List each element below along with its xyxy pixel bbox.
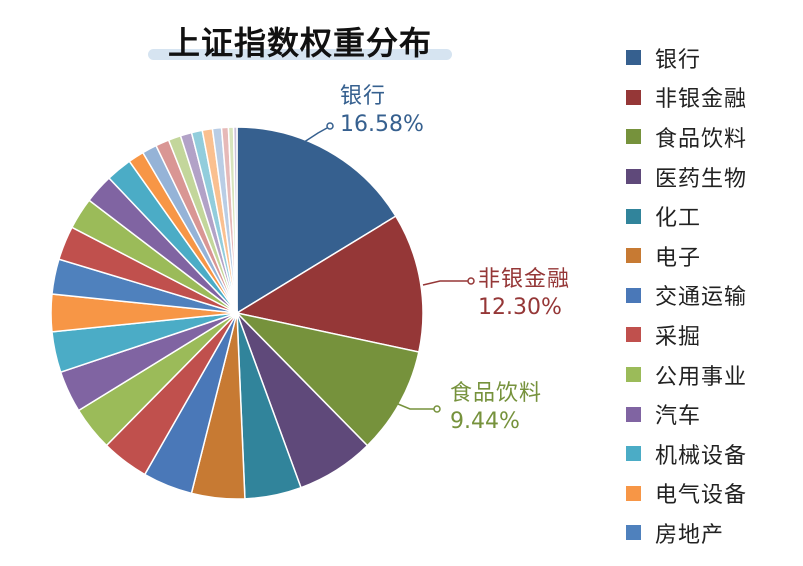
legend-item: 交通运输 [626,276,747,316]
legend-item: 房地产 [626,513,747,553]
legend-swatch [626,367,641,383]
legend-label: 电子 [655,245,702,271]
legend-swatch [626,129,641,145]
legend-label: 非银金融 [655,87,748,113]
legend-item: 电气设备 [626,474,747,514]
pie-slice-1 [235,215,424,353]
pie-slice-27 [232,126,238,314]
legend-label: 医药生物 [655,166,748,192]
pie-slice-2 [234,311,420,447]
legend-swatch [626,89,641,105]
pie-slices [50,126,424,500]
legend-item: 非银金融 [626,78,747,118]
legend-item: 采掘 [626,315,747,355]
title-underline [148,49,452,60]
legend-item: 汽车 [626,394,747,434]
legend-swatch [626,406,641,422]
legend-item: 医药生物 [626,157,747,197]
callout-leaders [294,122,475,413]
callout-bank: 银行 16.58% [340,83,424,139]
leader-dot-2 [433,405,441,413]
legend-item: 食品饮料 [626,117,747,157]
leader-dot-0 [326,122,334,130]
legend-item: 银行 [626,38,747,78]
legend: 银行非银金融食品饮料医药生物化工电子交通运输采掘公用事业汽车机械设备电气设备房地… [626,38,747,553]
legend-swatch [626,525,641,541]
legend-label: 公用事业 [655,364,748,390]
legend-label: 食品饮料 [655,126,748,152]
legend-label: 电气设备 [655,483,748,509]
legend-label: 交通运输 [655,285,748,311]
legend-label: 机械设备 [655,443,748,469]
legend-label: 房地产 [655,522,725,548]
legend-label: 银行 [655,47,702,73]
legend-item: 化工 [626,196,747,236]
callout-nonbank-finance: 非银金融 12.30% [478,266,570,322]
legend-swatch [626,169,641,185]
callout-nonbank-finance-label: 非银金融 [478,267,571,292]
leader-line-2 [397,403,434,410]
callout-food-beverage-value: 9.44% [450,409,520,434]
legend-swatch [626,485,641,501]
legend-item: 机械设备 [626,434,747,474]
callout-nonbank-finance-value: 12.30% [478,295,562,320]
legend-label: 化工 [655,206,702,232]
legend-swatch [626,208,641,224]
callout-food-beverage: 食品饮料 9.44% [450,380,542,436]
legend-swatch [626,50,641,66]
leader-line-0 [294,127,328,149]
legend-swatch [626,287,641,303]
legend-swatch [626,446,641,462]
callout-bank-value: 16.58% [340,112,424,137]
pie-slice-0 [236,126,397,315]
legend-swatch [626,327,641,343]
callout-bank-label: 银行 [340,84,387,109]
legend-label: 汽车 [655,404,702,430]
callout-food-beverage-label: 食品饮料 [450,381,543,406]
leader-line-1 [422,280,468,286]
legend-item: 电子 [626,236,747,276]
legend-item: 公用事业 [626,355,747,395]
legend-label: 采掘 [655,324,702,350]
leader-dot-1 [467,277,475,285]
chart-title: 上证指数权重分布 [167,24,432,62]
legend-swatch [626,248,641,264]
